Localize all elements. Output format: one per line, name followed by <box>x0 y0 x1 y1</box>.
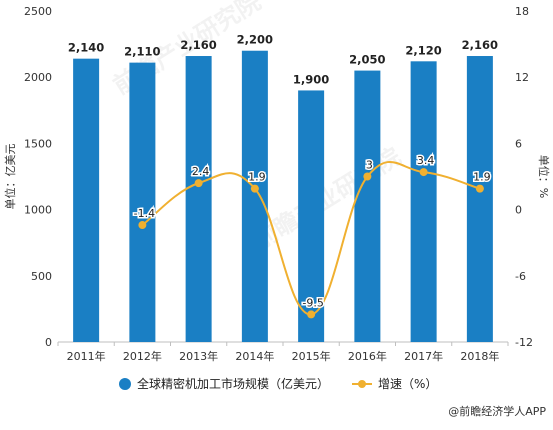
legend-line-label: 增速（%） <box>378 377 437 391</box>
bar-value-label: 2,200 <box>237 33 273 47</box>
x-tick-label: 2015年 <box>292 349 331 363</box>
source-credit: @前瞻经济学人APP <box>448 404 546 418</box>
y-right-tick-label: 0 <box>515 204 522 217</box>
y-left-tick-label: 0 <box>45 336 52 349</box>
growth-value-label: 1.9 <box>248 171 266 184</box>
y-left-tick-label: 2000 <box>24 71 52 84</box>
y-left-tick-label: 2500 <box>24 5 52 18</box>
bar-value-label: 2,120 <box>405 43 441 57</box>
bar <box>410 61 437 342</box>
x-tick-label: 2014年 <box>235 349 274 363</box>
growth-value-label: 1.9 <box>473 171 491 184</box>
growth-label-halo: -1.4 <box>134 207 155 220</box>
y-left-tick-label: 1000 <box>24 204 52 217</box>
y-left-tick-label: 500 <box>31 270 52 283</box>
line-series: -1.4-1.42.42.4 1.91.9-9.5-9.533 3.43.41.91… <box>132 153 492 319</box>
growth-label-halo: 3 <box>366 159 373 172</box>
bar-value-label: 2,140 <box>68 41 104 55</box>
growth-value-label: 3.4 <box>417 154 435 167</box>
bar <box>185 56 212 343</box>
growth-label-halo: 1.9 <box>248 171 266 184</box>
y-right-tick-label: 12 <box>515 71 529 84</box>
growth-value-label: 2.4 <box>192 165 210 178</box>
x-tick-label: 2013年 <box>179 349 218 363</box>
growth-point <box>419 168 428 177</box>
growth-label-halo: 2.4 <box>192 165 210 178</box>
bar <box>298 90 325 342</box>
growth-label-halo: 3.4 <box>417 154 435 167</box>
growth-label-halo: -9.5 <box>302 296 323 309</box>
axes: 2011年 2012年 2013年 2014年 2015年 2016年 2017年 2018年… <box>3 5 551 363</box>
growth-point <box>475 184 484 193</box>
legend-bar-label: 全球精密机加工市场规模（亿美元） <box>137 376 329 391</box>
bar <box>241 50 268 342</box>
legend-bar-marker <box>119 378 131 390</box>
watermark-text: 前瞻产业研究院 <box>248 142 405 255</box>
growth-point <box>250 184 259 193</box>
bar <box>129 62 156 343</box>
growth-value-label: 3 <box>366 159 373 172</box>
x-tick-label: 2018年 <box>460 349 499 363</box>
bar <box>466 56 493 343</box>
growth-point <box>138 221 147 230</box>
bar-value-label: 2,160 <box>462 38 498 52</box>
y-left-axis-title: 单位：亿美元 <box>3 144 17 210</box>
growth-point <box>363 172 372 181</box>
x-tick-label: 2012年 <box>123 349 162 363</box>
legend: 全球精密机加工市场规模（亿美元） 增速（%） <box>119 376 437 391</box>
growth-value-label: -9.5 <box>302 296 323 309</box>
bar-value-label: 2,050 <box>349 53 385 67</box>
bar-value-label: 2,160 <box>180 38 216 52</box>
x-tick-label: 2017年 <box>404 349 443 363</box>
y-right-tick-label: 18 <box>515 5 529 18</box>
x-tick-label: 2011年 <box>67 349 106 363</box>
y-left-tick-label: 1500 <box>24 137 52 150</box>
x-tick-label: 2016年 <box>348 349 387 363</box>
bar <box>354 70 381 342</box>
y-right-tick-label: 6 <box>515 137 522 150</box>
bar <box>73 58 100 342</box>
growth-point <box>194 179 203 188</box>
y-right-axis-title: 单位：% <box>537 155 551 198</box>
growth-label-halo: 1.9 <box>473 171 491 184</box>
growth-point <box>307 310 316 319</box>
bar-value-label: 1,900 <box>293 72 329 86</box>
growth-value-label: -1.4 <box>134 207 155 220</box>
bar-series: 2,140 2,110 2,160 2,200 1,900 2,050 2,120 2,160 <box>68 33 498 343</box>
y-right-tick-label: -12 <box>515 336 533 349</box>
y-right-tick-label: -6 <box>515 270 526 283</box>
legend-line-point <box>358 380 366 388</box>
bar-value-label: 2,110 <box>124 45 160 59</box>
